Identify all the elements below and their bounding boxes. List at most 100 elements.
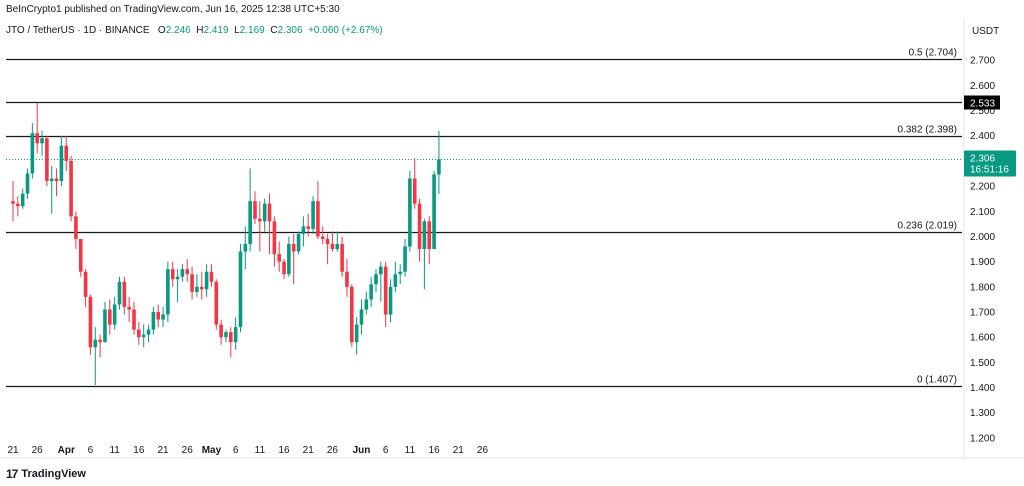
candle-body — [316, 201, 320, 237]
candle-body — [224, 332, 228, 338]
candle-body — [45, 138, 49, 182]
high-label: H — [196, 25, 204, 36]
candle-body — [170, 269, 175, 280]
y-tick-label: 1.900 — [970, 257, 995, 268]
candle-body — [238, 251, 243, 328]
resistance-price-badge — [964, 95, 1000, 110]
candle-body — [417, 203, 422, 250]
candle-body — [161, 314, 165, 320]
candle-body — [64, 145, 69, 161]
candle-body — [195, 286, 199, 292]
x-tick-label: 16 — [133, 445, 145, 456]
candle-body — [166, 269, 170, 315]
candle-body — [408, 178, 412, 247]
candle-body — [398, 271, 402, 275]
x-tick-label: 6 — [88, 445, 94, 456]
candle-body — [151, 312, 156, 330]
x-tick-label: 26 — [182, 445, 194, 456]
candle-body — [175, 276, 180, 280]
candle-body — [354, 324, 359, 343]
candle-body — [388, 286, 393, 315]
x-tick-label: 6 — [383, 445, 389, 456]
candle-body — [59, 145, 64, 182]
close-label: C — [270, 25, 278, 36]
candle-body — [379, 266, 383, 275]
candle-body — [83, 271, 88, 297]
candle-body — [190, 274, 194, 292]
close-value: 2.306 — [277, 25, 303, 36]
candle-body — [320, 236, 325, 239]
candle-body — [20, 193, 25, 207]
publisher-info: BeInCrypto1 published on TradingView.com… — [6, 4, 340, 15]
candle-body — [156, 312, 160, 320]
fib-level-label: 0.382 (2.398) — [898, 125, 958, 136]
x-tick-label: 6 — [233, 445, 239, 456]
x-tick-label: 21 — [7, 445, 19, 456]
y-tick-label: 1.200 — [970, 433, 995, 444]
candle-body — [291, 244, 296, 252]
candle-body — [345, 271, 349, 287]
candle-body — [25, 173, 30, 194]
candle-body — [122, 281, 127, 307]
candle-body — [233, 327, 238, 343]
candle-body — [267, 203, 272, 222]
fib-level-label: 0 (1.407) — [917, 375, 957, 386]
x-tick-label: 26 — [32, 445, 44, 456]
candle-body — [282, 261, 286, 275]
candle-body — [204, 271, 209, 290]
candle-body — [272, 221, 277, 255]
currency-label: USDT — [972, 26, 1000, 37]
candle-body — [427, 221, 432, 250]
candle-body — [369, 284, 373, 300]
y-tick-label: 2.600 — [970, 81, 995, 92]
candle-body — [364, 299, 369, 310]
candle-body — [54, 178, 59, 182]
current-price-label: 2.306 — [970, 154, 995, 165]
candle-body — [137, 329, 141, 338]
x-tick-label: Apr — [58, 445, 75, 456]
candle-body — [132, 309, 136, 330]
current-price-badge — [964, 150, 1016, 177]
y-tick-label: 1.300 — [970, 408, 995, 419]
low-value: 2.169 — [239, 25, 265, 36]
candle-body — [301, 226, 306, 234]
open-label: O — [157, 25, 166, 36]
y-tick-label: 1.700 — [970, 308, 995, 319]
candle-body — [432, 174, 436, 250]
candle-body — [146, 329, 151, 335]
candle-body — [88, 296, 93, 348]
candle-body — [262, 203, 267, 222]
candle-body — [93, 339, 98, 348]
candle-body — [141, 334, 146, 338]
x-tick-label: 26 — [327, 445, 339, 456]
y-tick-label: 2.400 — [970, 131, 995, 142]
candle-body — [40, 138, 44, 144]
candle-body — [185, 269, 190, 275]
open-value: 2.246 — [165, 25, 191, 36]
y-tick-label: 1.600 — [970, 333, 995, 344]
candle-body — [437, 159, 441, 175]
y-tick-label: 2.100 — [970, 207, 995, 218]
tradingview-logo-icon: 17 — [6, 467, 18, 481]
x-tick-label: 16 — [278, 445, 290, 456]
fib-level-label: 0.5 (2.704) — [909, 48, 957, 59]
candle-body — [277, 254, 281, 262]
candle-body — [383, 266, 388, 315]
candle-body — [74, 216, 78, 239]
x-tick-label: 21 — [303, 445, 315, 456]
candle-body — [108, 309, 112, 325]
x-tick-label: 16 — [429, 445, 441, 456]
high-value: 2.419 — [203, 25, 229, 36]
candle-body — [127, 306, 131, 310]
candle-body — [98, 339, 102, 343]
candle-body — [350, 286, 354, 343]
x-tick-label: 21 — [157, 445, 169, 456]
tradingview-brand: 17 TradingView — [6, 467, 86, 481]
y-tick-label: 2.700 — [970, 56, 995, 67]
candle-body — [11, 201, 15, 204]
candle-body — [340, 244, 344, 272]
resistance-price-label: 2.533 — [970, 99, 995, 110]
symbol-label: JTO / TetherUS · 1D · BINANCE — [6, 25, 150, 36]
candle-body — [253, 201, 257, 219]
